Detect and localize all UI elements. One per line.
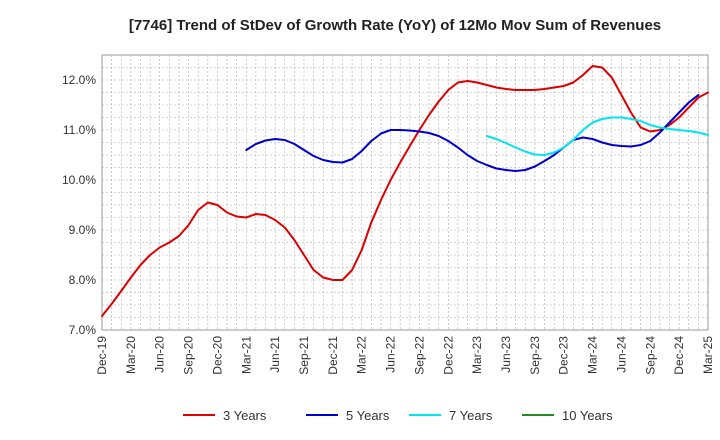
series-line-5-years [245,94,700,172]
x-tick-label: Dec-23 [557,336,571,375]
x-tick-label: Sep-22 [412,336,426,375]
x-tick-label: Mar-22 [355,336,369,374]
y-axis: 7.0% 8.0% 9.0% 10.0% 11.0% 12.0% [62,73,96,337]
x-tick-label: Mar-21 [239,336,253,374]
y-tick-label: 10.0% [62,173,96,187]
x-tick-label: Sep-23 [528,336,542,375]
x-tick-label: Mar-25 [701,336,715,374]
legend: 3 Years 5 Years 7 Years 10 Years [183,408,613,423]
plot-area [101,54,709,331]
x-tick-label: Sep-20 [182,336,196,375]
legend-label-5-years: 5 Years [346,408,390,423]
x-tick-label: Jun-21 [268,336,282,373]
x-tick-label: Mar-20 [124,336,138,374]
legend-label-10-years: 10 Years [562,408,613,423]
x-tick-label: Dec-21 [326,336,340,375]
y-tick-label: 7.0% [69,323,97,337]
chart-title: [7746] Trend of StDev of Growth Rate (Yo… [129,17,661,34]
x-tick-label: Sep-21 [297,336,311,375]
x-tick-label: Jun-22 [384,336,398,373]
x-tick-label: Dec-19 [95,336,109,375]
x-tick-label: Mar-23 [470,336,484,374]
x-tick-label: Jun-20 [153,336,167,373]
x-tick-label: Dec-24 [672,336,686,375]
x-tick-label: Sep-24 [643,336,657,375]
plot-frame [101,54,709,331]
x-tick-label: Jun-23 [499,336,513,373]
series-line-7-years [485,116,709,156]
legend-label-3-years: 3 Years [223,408,267,423]
y-tick-label: 9.0% [69,223,97,237]
series-group [101,65,709,317]
x-tick-label: Dec-20 [210,336,224,375]
x-tick-label: Jun-24 [614,336,628,373]
grid [102,55,708,330]
legend-label-7-years: 7 Years [449,408,493,423]
y-tick-label: 12.0% [62,73,96,87]
x-tick-label: Mar-24 [586,336,600,374]
y-tick-label: 8.0% [69,273,97,287]
y-tick-label: 11.0% [63,123,96,137]
x-axis: Dec-19 Mar-20 Jun-20 Sep-20 Dec-20 Mar-21 Jun-… [95,336,715,375]
series-line-3-years [101,65,709,317]
x-tick-label: Dec-22 [441,336,455,375]
